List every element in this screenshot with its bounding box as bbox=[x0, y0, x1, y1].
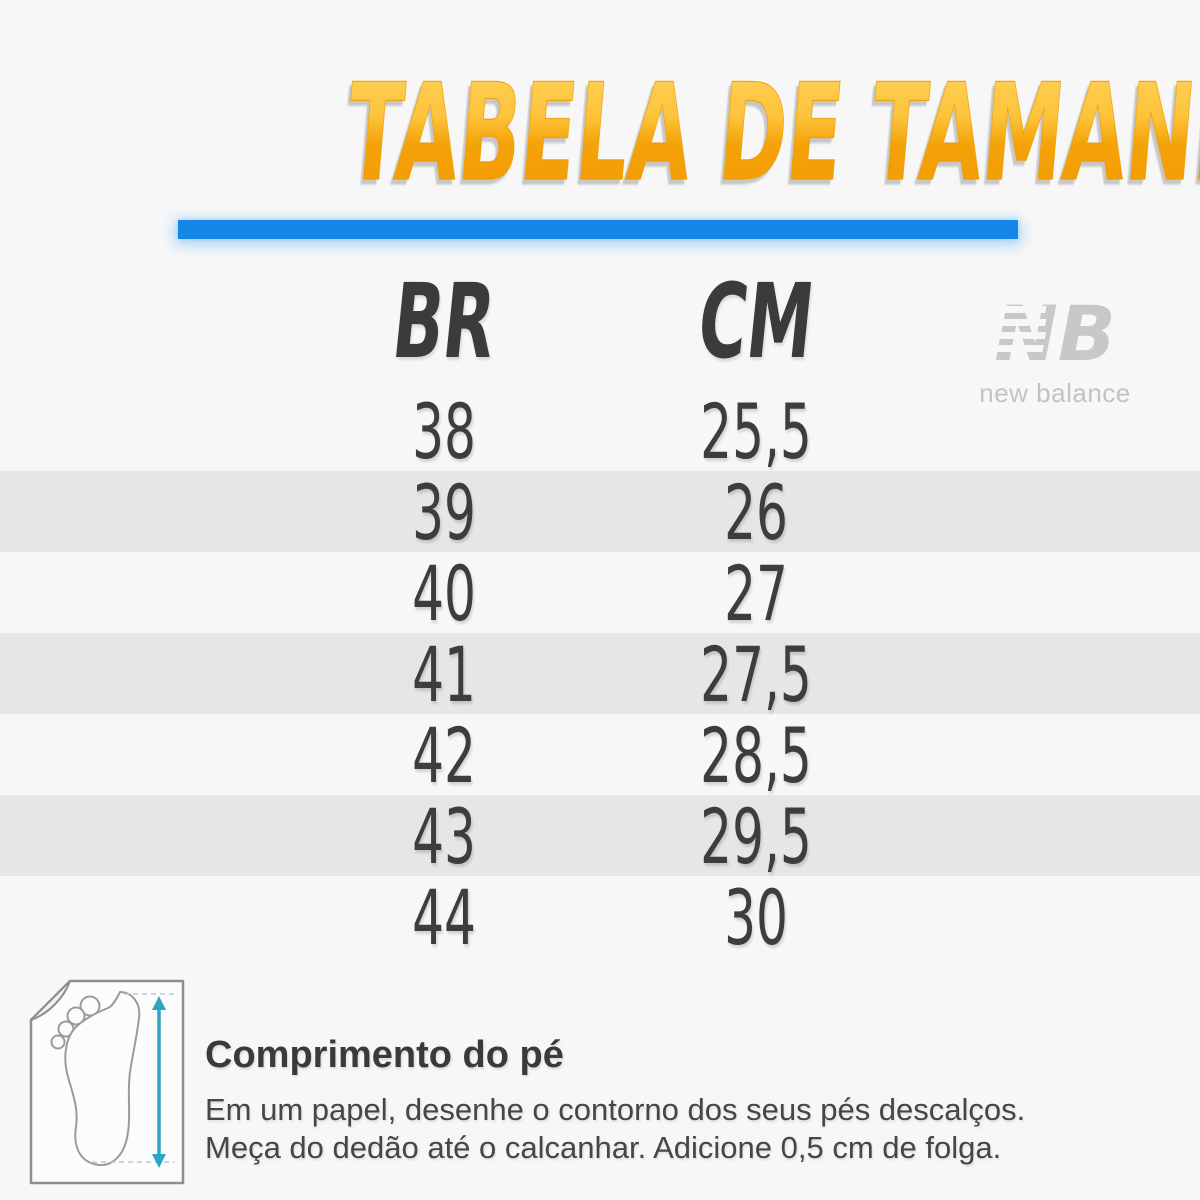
title-underline bbox=[178, 220, 1018, 239]
cell-cm-size: 30 bbox=[724, 873, 788, 962]
table-row: 39 26 bbox=[0, 468, 1200, 557]
table-row: 43 29,5 bbox=[0, 792, 1200, 881]
table-row: 41 27,5 bbox=[0, 630, 1200, 719]
cell-cm-size: 25,5 bbox=[700, 387, 812, 476]
cell-cm-size: 28,5 bbox=[700, 711, 812, 800]
foot-measure-icon bbox=[28, 978, 186, 1190]
cell-br-size: 40 bbox=[412, 549, 476, 638]
instructions-heading: Comprimento do pé bbox=[205, 1034, 564, 1076]
new-balance-wordmark: new balance bbox=[979, 378, 1131, 408]
cell-cm-size: 27,5 bbox=[700, 630, 812, 719]
table-row: 44 30 bbox=[0, 873, 1200, 962]
column-header-br: BR bbox=[387, 262, 501, 382]
table-row: 42 28,5 bbox=[0, 711, 1200, 800]
nb-mark-icon: NB bbox=[982, 289, 1116, 378]
instructions-line-2: Meça do dedão até o calcanhar. Adicione … bbox=[205, 1130, 1002, 1165]
column-header-cm: CM bbox=[692, 262, 820, 382]
size-table: 38 25,5 39 26 40 27 41 27,5 42 28,5 43 2… bbox=[0, 387, 1200, 962]
cell-br-size: 44 bbox=[412, 873, 476, 962]
cell-br-size: 38 bbox=[412, 387, 476, 476]
cell-cm-size: 29,5 bbox=[700, 792, 812, 881]
cell-br-size: 42 bbox=[412, 711, 476, 800]
table-row: 38 25,5 bbox=[0, 387, 1200, 476]
table-row: 40 27 bbox=[0, 549, 1200, 638]
cell-br-size: 39 bbox=[412, 468, 476, 557]
cell-cm-size: 27 bbox=[724, 549, 788, 638]
instructions-line-1: Em um papel, desenhe o contorno dos seus… bbox=[205, 1092, 1026, 1127]
cell-br-size: 43 bbox=[412, 792, 476, 881]
new-balance-logo: NB new balance bbox=[975, 289, 1135, 409]
cell-cm-size: 26 bbox=[724, 468, 788, 557]
cell-br-size: 41 bbox=[412, 630, 476, 719]
page-title-wrap: TABELA DE TAMANHOS bbox=[0, 55, 1200, 212]
page-title: TABELA DE TAMANHOS bbox=[341, 55, 1200, 212]
